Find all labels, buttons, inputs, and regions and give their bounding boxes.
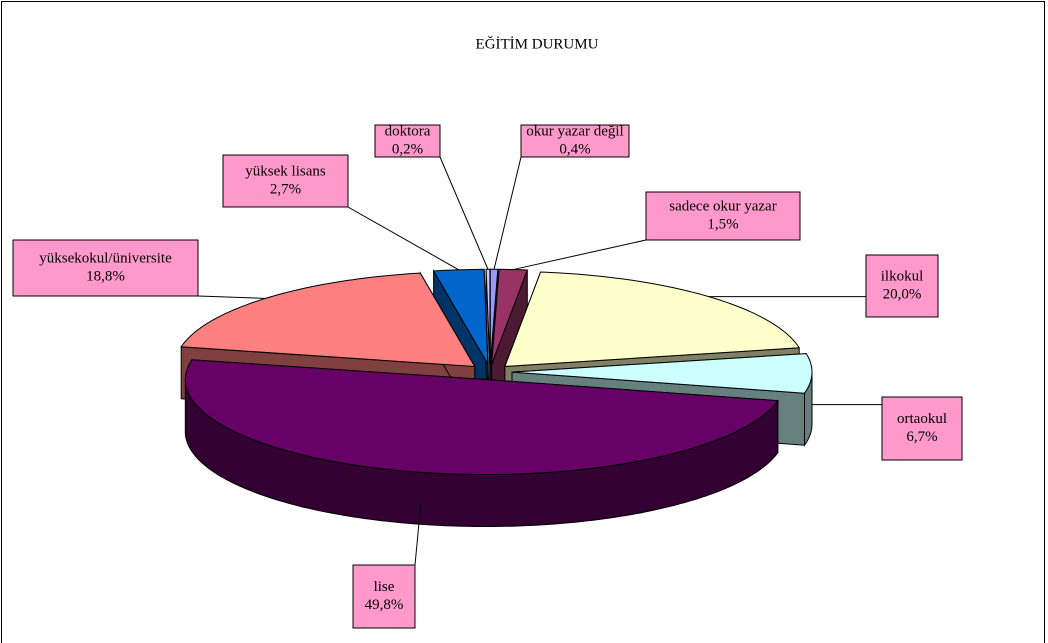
label-name: okur yazar değil xyxy=(526,123,623,139)
data-label: 20,0% xyxy=(883,286,922,302)
data-label: 49,8% xyxy=(365,597,404,613)
label-box xyxy=(222,154,349,208)
label-box xyxy=(645,191,801,241)
slice-top xyxy=(180,272,476,368)
data-label: 2,7% xyxy=(270,181,301,197)
slice-top xyxy=(489,268,499,365)
label-box xyxy=(865,254,939,318)
label-box xyxy=(520,124,630,158)
chart-title: EĞİTİM DURUMU xyxy=(476,35,599,52)
label-box xyxy=(352,564,416,629)
data-label: 0,2% xyxy=(392,141,423,157)
leader-line xyxy=(493,156,522,270)
label-box xyxy=(12,239,199,297)
slice-top xyxy=(491,268,529,365)
data-label: 0,4% xyxy=(559,141,590,157)
data-label: 18,8% xyxy=(86,268,125,284)
data-label: 1,5% xyxy=(707,216,738,232)
label-name: yüksek lisans xyxy=(245,163,326,179)
label-box xyxy=(374,124,441,158)
pie-slice xyxy=(184,359,779,527)
slice-top xyxy=(184,359,779,475)
label-name: sadece okur yazar xyxy=(669,198,776,214)
label-box xyxy=(881,396,963,461)
slice-top xyxy=(511,353,813,394)
leader-line xyxy=(439,156,489,270)
data-label: 6,7% xyxy=(906,429,937,445)
leader-line xyxy=(197,295,266,299)
label-name: doktora xyxy=(385,123,431,139)
label-name: yüksekokul/üniversite xyxy=(39,250,172,266)
label-name: ortaokul xyxy=(897,411,947,427)
label-name: lise xyxy=(374,579,395,595)
leader-line xyxy=(513,239,647,271)
leader-line xyxy=(414,503,422,566)
leader-line xyxy=(347,206,459,271)
label-name: ilkokul xyxy=(881,268,924,284)
